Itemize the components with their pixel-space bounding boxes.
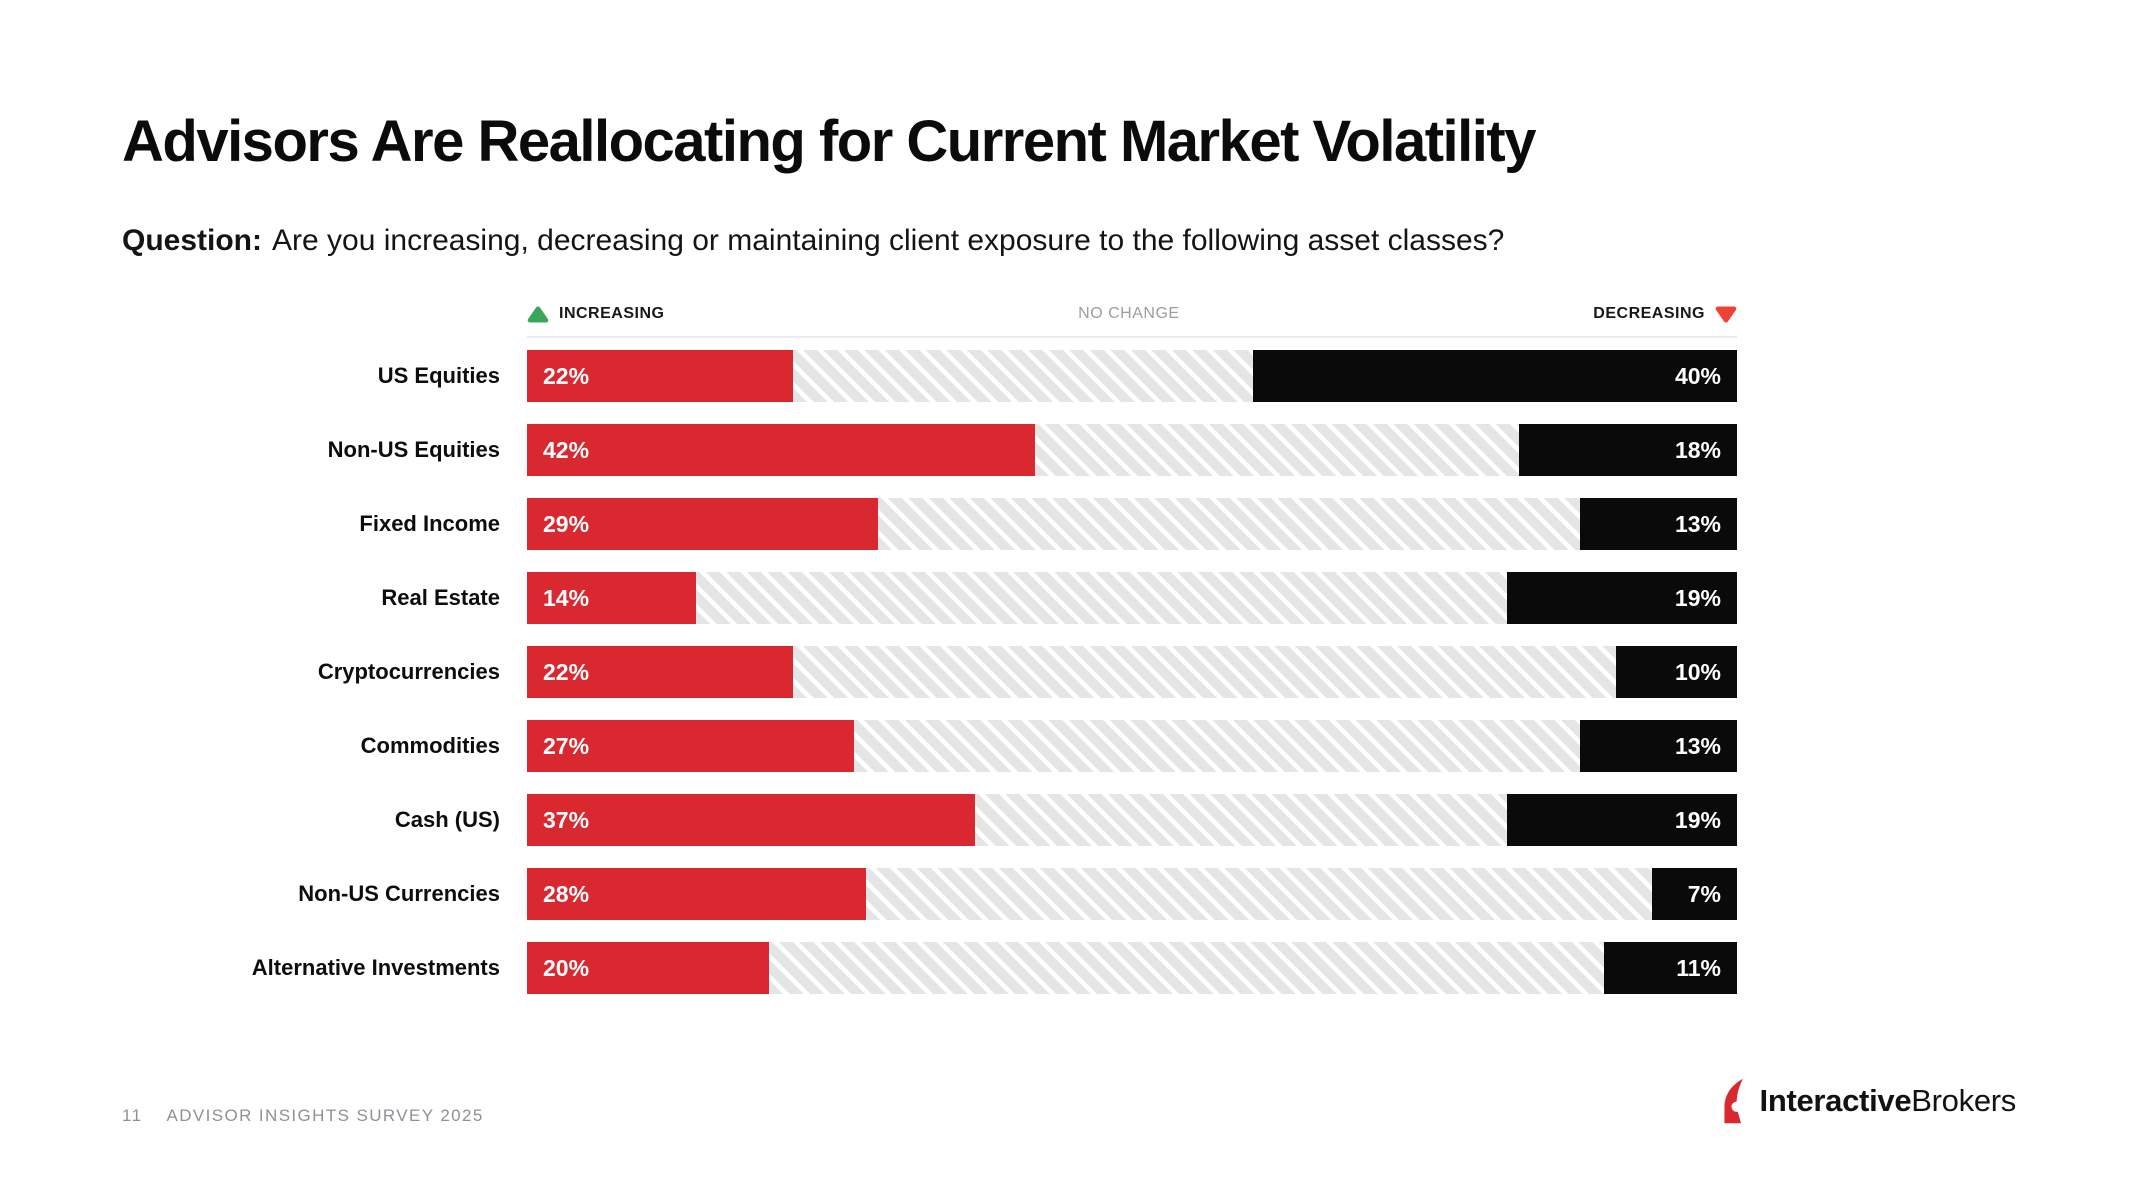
question-line: Question: Are you increasing, decreasing … [122,224,1504,258]
bar: 20% 11% [527,942,1737,994]
legend-increasing-label: INCREASING [559,305,665,322]
increasing-value: 37% [543,806,590,833]
chart-row: Cash (US) 37% 19% [122,794,1737,846]
decreasing-value: 19% [1674,584,1721,611]
chart-row: US Equities 22% 40% [122,350,1737,402]
increasing-value: 22% [543,362,590,389]
bar: 22% 40% [527,350,1737,402]
no-change-segment [769,942,1604,994]
no-change-segment [696,572,1508,624]
legend-increasing: INCREASING [527,305,664,323]
category-label: US Equities [377,363,500,388]
category-label: Non-US Currencies [298,881,500,906]
chart-legend: INCREASING NO CHANGE DECREASING [527,300,1737,338]
no-change-segment [865,868,1653,920]
decreasing-value: 10% [1674,658,1721,685]
bar: 29% 13% [527,498,1737,550]
increasing-segment: 29% [527,498,878,550]
decreasing-segment: 13% [1579,720,1737,772]
decreasing-segment: 13% [1579,498,1737,550]
question-label: Question: [122,224,262,257]
chart-row: Alternative Investments 20% 11% [122,942,1737,994]
ibkr-flame-icon [1723,1078,1743,1124]
increasing-segment: 22% [527,350,794,402]
decreasing-value: 13% [1674,510,1721,537]
increasing-value: 42% [543,436,590,463]
footer: 11 ADVISOR INSIGHTS SURVEY 2025 [122,1106,484,1126]
no-change-segment [974,794,1508,846]
bars-container: US Equities 22% 40% Non-US Equities 42% … [122,350,1737,994]
no-change-segment [793,350,1253,402]
increasing-value: 22% [543,658,590,685]
category-label: Alternative Investments [251,955,500,980]
bar: 37% 19% [527,794,1737,846]
legend-decreasing-label: DECREASING [1593,305,1705,322]
increasing-segment: 27% [527,720,854,772]
decreasing-value: 13% [1674,732,1721,759]
category-label: Cryptocurrencies [317,659,500,684]
category-label: Cash (US) [394,807,500,832]
increasing-value: 20% [543,954,590,981]
question-text: Are you increasing, decreasing or mainta… [272,224,1505,257]
chart-row: Fixed Income 29% 13% [122,498,1737,550]
chart-row: Non-US Currencies 28% 7% [122,868,1737,920]
increasing-value: 28% [543,880,590,907]
chart-row: Real Estate 14% 19% [122,572,1737,624]
decreasing-value: 7% [1687,880,1721,907]
bar: 42% 18% [527,424,1737,476]
chart-row: Cryptocurrencies 22% 10% [122,646,1737,698]
decreasing-segment: 40% [1252,350,1737,402]
brand-text: InteractiveBrokers [1760,1083,2017,1119]
bar: 22% 10% [527,646,1737,698]
category-label: Non-US Equities [327,437,500,462]
increasing-segment: 20% [527,942,769,994]
decreasing-value: 11% [1676,954,1721,981]
increasing-value: 14% [543,584,590,611]
page-number: 11 [122,1106,143,1125]
increasing-segment: 22% [527,646,794,698]
decreasing-segment: 10% [1615,646,1737,698]
no-change-segment [1035,424,1520,476]
chart-row: Commodities 27% 13% [122,720,1737,772]
decreasing-value: 19% [1674,806,1721,833]
bar: 27% 13% [527,720,1737,772]
bar: 28% 7% [527,868,1737,920]
category-label: Commodities [360,733,500,758]
no-change-segment [793,646,1616,698]
increasing-segment: 28% [527,868,866,920]
decreasing-value: 40% [1674,362,1721,389]
chart-row: Non-US Equities 42% 18% [122,424,1737,476]
category-label: Fixed Income [359,511,500,536]
decreasing-segment: 18% [1519,424,1737,476]
triangle-down-icon [1715,305,1737,323]
legend-no-change: NO CHANGE [1078,305,1179,323]
stacked-bar-chart: INCREASING NO CHANGE DECREASING US Equit… [122,300,1737,994]
brand-bold: Interactive [1759,1083,1912,1118]
triangle-up-icon [527,305,549,323]
bar: 14% 19% [527,572,1737,624]
increasing-segment: 42% [527,424,1036,476]
decreasing-segment: 19% [1507,794,1737,846]
increasing-segment: 37% [527,794,975,846]
increasing-value: 29% [543,510,590,537]
decreasing-value: 18% [1674,436,1721,463]
increasing-value: 27% [543,732,590,759]
no-change-segment [877,498,1580,550]
survey-label: ADVISOR INSIGHTS SURVEY 2025 [166,1106,484,1125]
no-change-segment [853,720,1580,772]
increasing-segment: 14% [527,572,697,624]
legend-decreasing: DECREASING [1593,305,1737,323]
decreasing-segment: 19% [1507,572,1737,624]
brand-regular: Brokers [1911,1083,2016,1118]
page-title: Advisors Are Reallocating for Current Ma… [122,109,1536,174]
legend-no-change-label: NO CHANGE [1078,305,1180,322]
decreasing-segment: 7% [1652,868,1737,920]
interactive-brokers-logo: InteractiveBrokers [1720,1078,2017,1124]
decreasing-segment: 11% [1603,942,1737,994]
category-label: Real Estate [381,585,500,610]
